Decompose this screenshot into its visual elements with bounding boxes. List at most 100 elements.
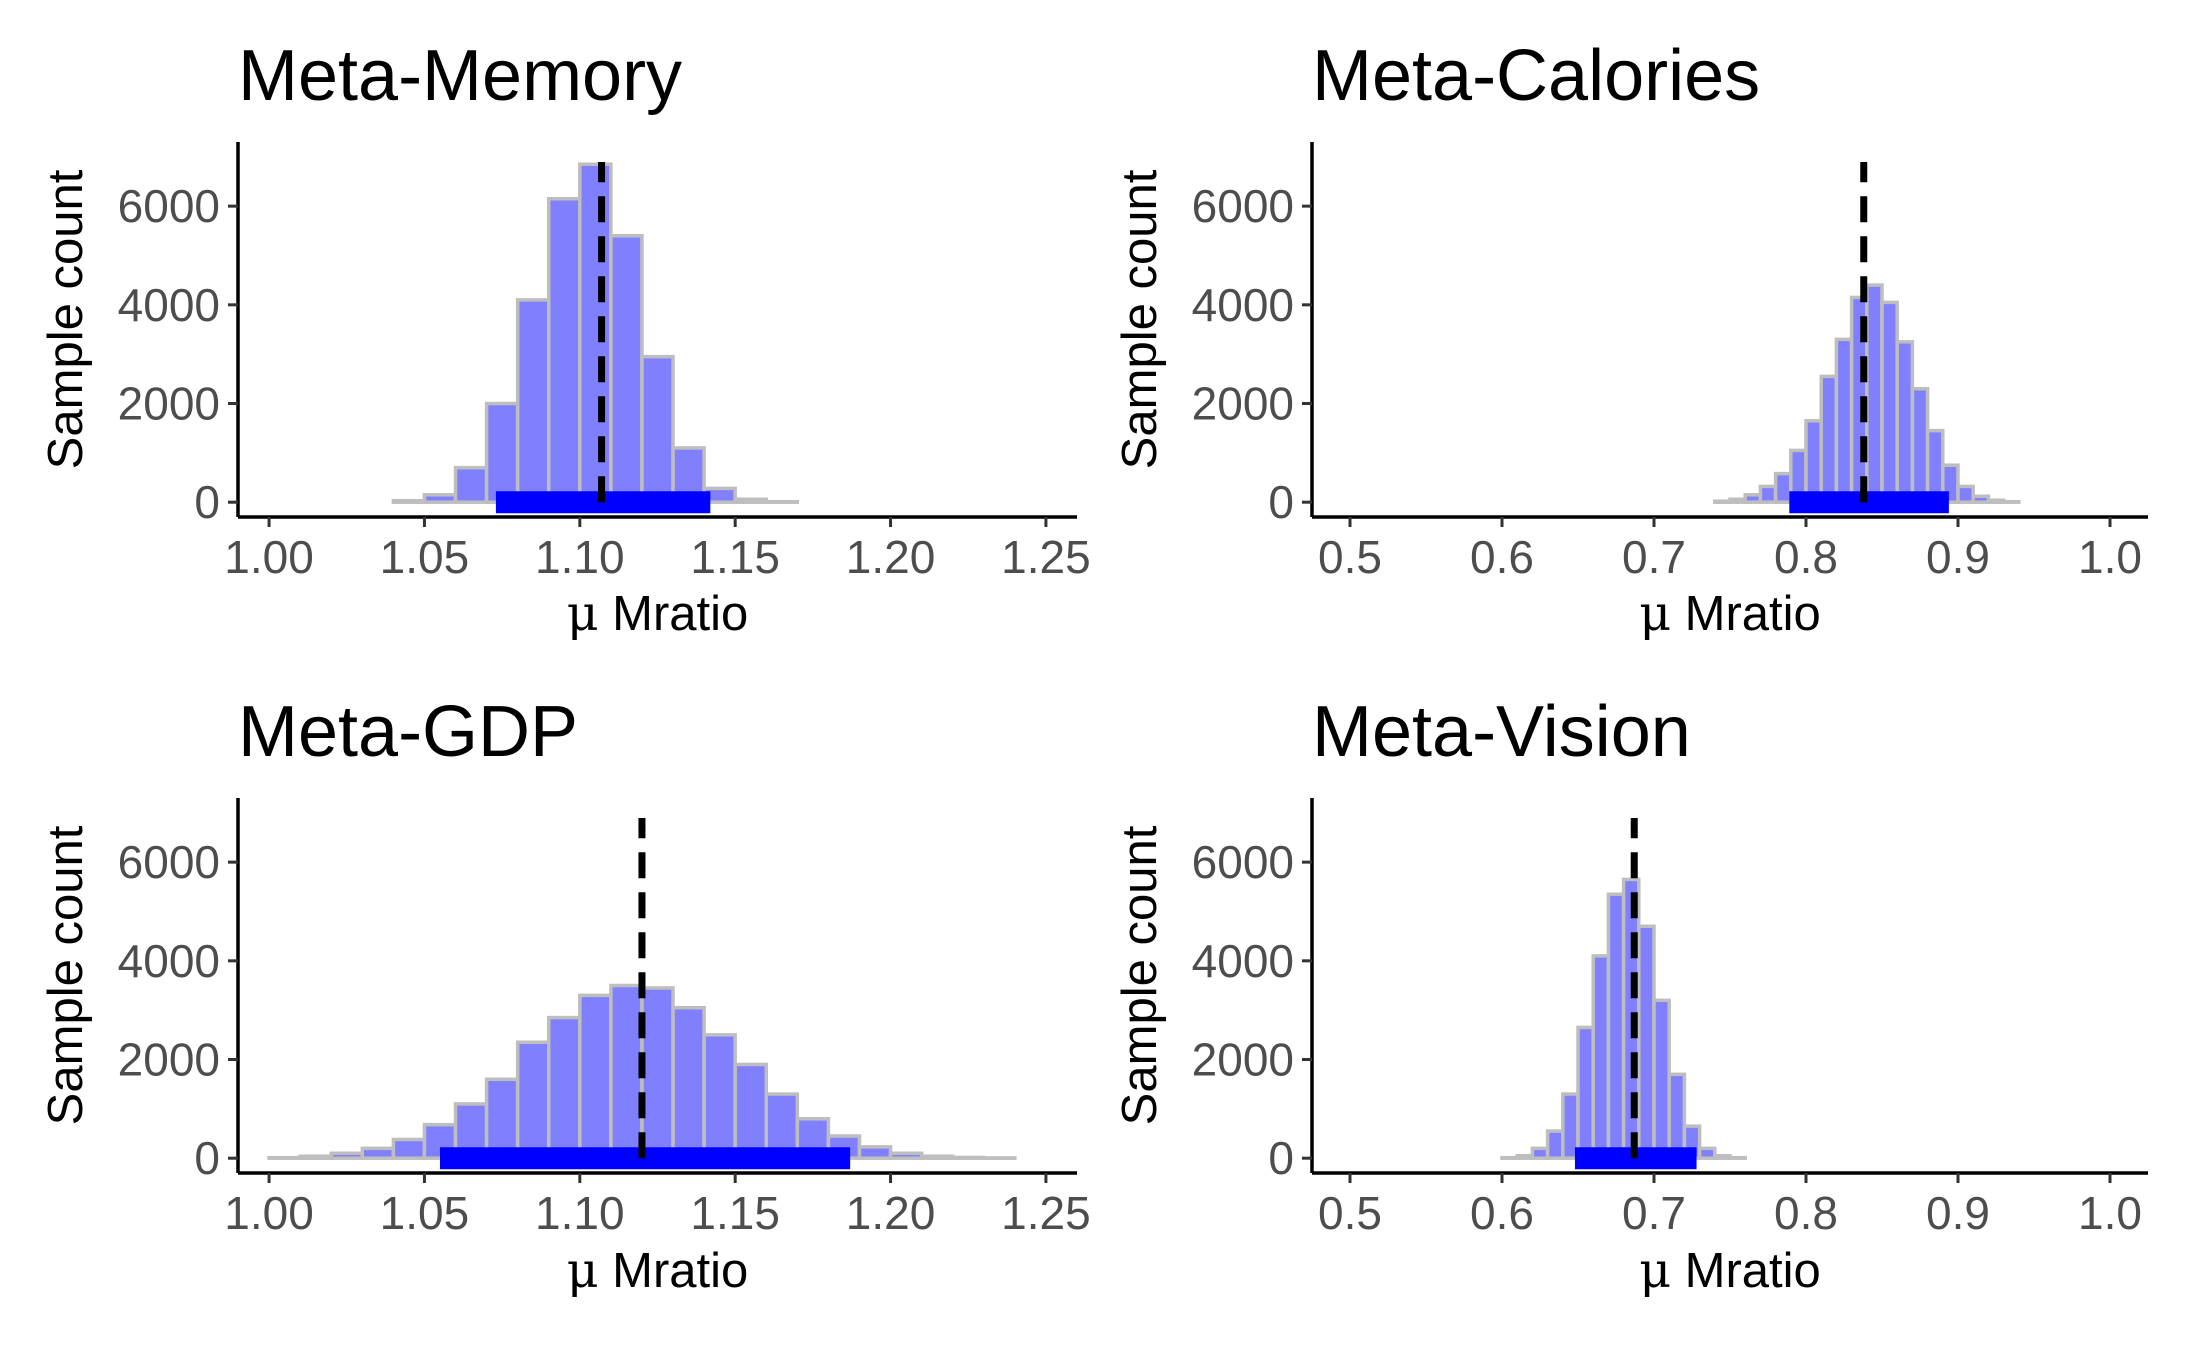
mu-symbol: μ (1639, 585, 1671, 642)
histogram-bar (1713, 499, 1732, 504)
histogram-bar (733, 1062, 769, 1160)
y-tick-label: 2000 (1192, 1034, 1294, 1086)
mu-symbol: μ (1639, 1242, 1671, 1299)
histogram-bar (609, 234, 644, 504)
histogram-bar (391, 498, 427, 504)
x-tick-label: 1.25 (1001, 1187, 1091, 1239)
y-tick-label: 6000 (1192, 180, 1294, 232)
histogram-bar (1743, 493, 1763, 504)
histogram-bar (422, 493, 458, 504)
histogram-bar (515, 298, 551, 504)
histogram-bar (609, 983, 644, 1160)
mu-symbol: μ (567, 1242, 599, 1299)
x-axis-title: μ Mratio (567, 1242, 749, 1299)
histogram-bar (1895, 340, 1915, 504)
x-tick-label: 1.15 (690, 1187, 780, 1239)
y-tick-label: 0 (1268, 476, 1294, 528)
y-axis-title: Sample count (1113, 825, 1167, 1125)
x-tick-label: 1.10 (535, 531, 625, 583)
histogram-bar (1637, 924, 1656, 1160)
histogram-bar (1986, 498, 2006, 504)
x-axis-title: μ Mratio (1639, 1242, 1821, 1299)
y-tick-label: 6000 (1192, 836, 1294, 888)
x-tick-label: 0.8 (1774, 1187, 1838, 1239)
histogram-bar (671, 1005, 706, 1160)
x-tick-label: 1.20 (846, 531, 936, 583)
histogram-bar (1713, 1153, 1732, 1160)
x-tick-label: 1.00 (224, 531, 314, 583)
x-tick-label: 1.05 (380, 531, 470, 583)
histogram-bar (360, 1146, 396, 1160)
histogram-bar (1880, 300, 1899, 504)
x-axis-label-text: Mratio (599, 1244, 749, 1298)
y-tick-label: 6000 (118, 836, 220, 888)
panel-title: Meta-Calories (1312, 36, 1760, 116)
histogram-bar (1545, 1129, 1565, 1160)
histogram-bar (329, 1151, 365, 1160)
panel-meta-calories: Meta-Calories 0 2000 4000 6000 0.5 0.6 0.7 0.8 0.… (1113, 36, 2148, 642)
histogram-bar (857, 1145, 893, 1160)
x-axis-label-text: Mratio (599, 587, 749, 641)
histogram-bar (1910, 386, 1930, 504)
x-tick-label: 0.9 (1926, 1187, 1990, 1239)
histogram-bar (1530, 1146, 1550, 1160)
histogram-bar (1652, 998, 1671, 1160)
histogram-bar (578, 993, 613, 1160)
x-tick-label: 0.7 (1622, 531, 1686, 583)
histogram-bar (484, 401, 520, 504)
histogram-bar (733, 497, 769, 504)
histogram-bar (1667, 1072, 1687, 1160)
x-tick-label: 0.9 (1926, 531, 1990, 583)
panel-meta-memory: Meta-Memory 0 2000 4000 6000 1.00 1.05 1.10 1.15… (39, 36, 1091, 642)
histogram-bar (1819, 374, 1839, 504)
histogram-bar (546, 196, 582, 504)
y-tick-label: 0 (194, 1132, 220, 1184)
panel-title: Meta-Vision (1312, 692, 1691, 772)
y-tick-label: 2000 (118, 1034, 220, 1086)
x-tick-label: 1.15 (690, 531, 780, 583)
y-tick-label: 4000 (1192, 935, 1294, 987)
histogram-bar (1576, 1025, 1595, 1160)
x-tick-label: 1.05 (380, 1187, 470, 1239)
y-tick-label: 4000 (118, 935, 220, 987)
x-tick-label: 1.00 (224, 1187, 314, 1239)
x-axis-title: μ Mratio (1639, 585, 1821, 642)
y-tick-label: 0 (1268, 1132, 1294, 1184)
x-axis-title: μ Mratio (567, 585, 749, 642)
x-tick-label: 0.5 (1318, 531, 1382, 583)
x-tick-label: 1.25 (1001, 531, 1091, 583)
x-axis-label-text: Mratio (1671, 1244, 1821, 1298)
y-axis-title: Sample count (39, 169, 93, 469)
panel-title: Meta-Memory (238, 36, 682, 116)
x-tick-label: 1.20 (846, 1187, 936, 1239)
histogram-bar (1971, 494, 1991, 504)
x-tick-label: 0.5 (1318, 1187, 1382, 1239)
histogram-bar (1956, 484, 1975, 504)
histogram-bar (298, 1154, 333, 1160)
y-tick-label: 2000 (118, 378, 220, 430)
mu-symbol: μ (567, 585, 599, 642)
histogram-bar (640, 986, 675, 1160)
histogram-bar (1515, 1153, 1535, 1160)
histogram-bar (1758, 484, 1778, 504)
y-axis-title: Sample count (39, 825, 93, 1125)
histogram-bar (1804, 419, 1823, 504)
histogram-bar (888, 1151, 924, 1160)
histogram-bar (578, 162, 613, 504)
histogram-bar (1697, 1146, 1717, 1160)
histogram-bar (1773, 471, 1793, 504)
x-tick-label: 0.8 (1774, 531, 1838, 583)
histogram-bar (950, 1155, 986, 1160)
y-tick-label: 4000 (118, 279, 220, 331)
histogram-bar (484, 1077, 520, 1160)
histogram-bar (702, 1033, 737, 1160)
x-tick-label: 1.0 (2078, 1187, 2142, 1239)
x-tick-label: 1.10 (535, 1187, 625, 1239)
histogram-bar (1728, 497, 1747, 504)
y-tick-label: 2000 (1192, 378, 1294, 430)
histogram-bar (1591, 954, 1611, 1160)
panel-meta-gdp: Meta-GDP 0 2000 4000 6000 1.00 1.05 1.10 1.15 1.2… (39, 692, 1091, 1299)
x-axis-label-text: Mratio (1671, 587, 1821, 641)
histogram-bar (546, 1015, 582, 1160)
